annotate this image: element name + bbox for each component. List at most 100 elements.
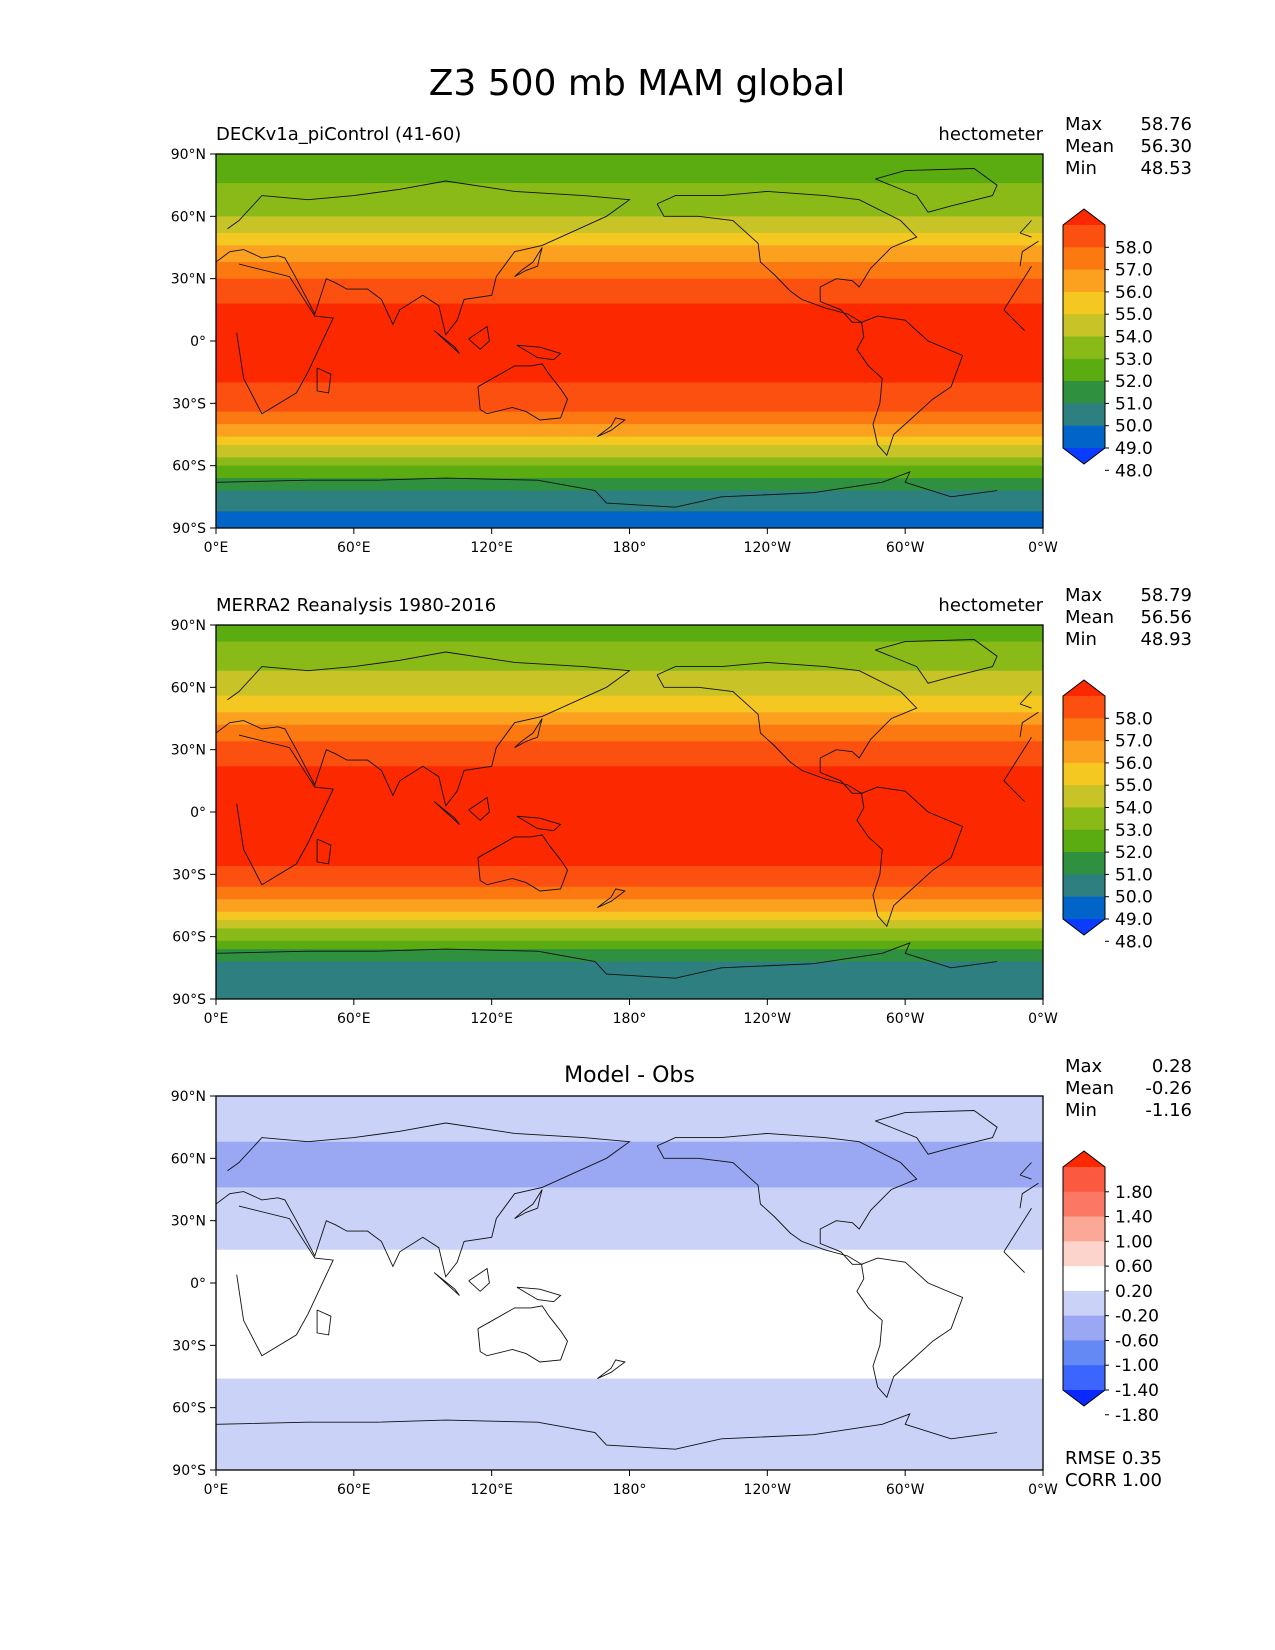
contour-band <box>216 982 1043 988</box>
colorbar-segment <box>1063 896 1105 920</box>
coastline <box>856 786 964 928</box>
map-panel: 90°N 60°N 30°N 0° 30°S 60°S 90°S 0°E 60°E 120°E 18… <box>171 585 1192 1027</box>
contour-band <box>216 494 1043 500</box>
colorbar-segment <box>1063 1340 1105 1366</box>
figure-title: Z3 500 mb MAM global <box>429 63 846 104</box>
panel-title: Model - Obs <box>564 1063 695 1088</box>
contour-band <box>216 712 1043 718</box>
contour-band <box>216 1436 1043 1442</box>
contour-band <box>216 911 1043 917</box>
coastline <box>216 471 998 508</box>
contour-band <box>216 1212 1043 1218</box>
contour-band <box>216 990 1043 996</box>
contour-band <box>216 1391 1043 1396</box>
contour-band <box>216 469 1043 475</box>
contour-band <box>216 1445 1043 1450</box>
colorbar-segment <box>1063 425 1105 449</box>
coastline <box>468 325 490 350</box>
coastline <box>477 363 569 421</box>
contour-band <box>216 1125 1043 1130</box>
stat-value-mean: -0.26 <box>1145 1078 1192 1099</box>
contour-band <box>216 857 1043 863</box>
contour-band <box>216 1228 1043 1234</box>
contour-band <box>216 1233 1043 1238</box>
stat-label-max: Max <box>1065 1056 1103 1077</box>
contour-band <box>216 703 1043 709</box>
contour-band <box>216 336 1043 342</box>
colorbar-segment <box>1063 718 1105 742</box>
contour-band <box>216 407 1043 413</box>
contour-band <box>216 1303 1043 1309</box>
lon-tick-label: 60°W <box>886 540 925 556</box>
contour-band <box>216 978 1043 983</box>
contour-band <box>216 1312 1043 1317</box>
contour-band <box>216 1204 1043 1209</box>
contour-band <box>216 1104 1043 1110</box>
colorbar-segment <box>1063 1167 1105 1193</box>
colorbar-tick-label: 55.0 <box>1115 305 1153 325</box>
colorbar: 58.0 57.056.055.0 54.053.052.051.0 50.049.0… <box>1062 208 1153 481</box>
contour-band <box>216 1287 1043 1292</box>
contour-band <box>216 216 1043 222</box>
contour-band <box>216 349 1043 355</box>
contour-band <box>216 1145 1043 1151</box>
contour-band <box>216 1262 1043 1267</box>
contour-band <box>216 861 1043 867</box>
contour-band <box>216 791 1043 796</box>
contour-band <box>216 907 1043 913</box>
contour-band <box>216 1258 1043 1263</box>
contour-band <box>216 1183 1043 1189</box>
colorbar-tick-label: 50.0 <box>1115 888 1153 908</box>
coastline <box>216 942 998 979</box>
contour-band <box>216 778 1043 784</box>
coastline <box>468 1267 490 1292</box>
coastline <box>856 1257 964 1399</box>
contour-band <box>216 915 1043 921</box>
units-label: hectometer <box>938 595 1043 616</box>
colorbar-extend-max <box>1063 680 1105 696</box>
contour-band <box>216 241 1043 247</box>
contour-band <box>216 1253 1043 1259</box>
stat-label-max: Max <box>1065 585 1103 606</box>
contour-band <box>216 245 1043 251</box>
contour-band <box>216 1208 1043 1213</box>
stat-value-max: 58.79 <box>1140 585 1192 606</box>
colorbar-tick-label: 49.0 <box>1115 439 1153 459</box>
contour-band <box>216 1428 1043 1434</box>
contour-band <box>216 1411 1043 1417</box>
contour-band <box>216 832 1043 838</box>
contour-band <box>216 957 1043 963</box>
colorbar-tick-label: 0.20 <box>1115 1282 1153 1302</box>
colorbar-tick-label: 57.0 <box>1115 261 1153 281</box>
lon-tick-label: 120°W <box>744 1482 792 1498</box>
panel-title: DECKv1a_piControl (41-60) <box>216 124 461 145</box>
colorbar-tick-label: 48.0 <box>1115 932 1153 952</box>
contour-band <box>216 341 1043 346</box>
colorbar-segment <box>1063 785 1105 808</box>
contour-band <box>216 1237 1043 1243</box>
units-label: hectometer <box>938 124 1043 145</box>
colorbar-tick-label: 0.60 <box>1115 1257 1153 1277</box>
contour-band <box>216 395 1043 400</box>
stat-label-mean: Mean <box>1065 136 1114 157</box>
coastline <box>516 815 562 832</box>
lon-tick-label: 120°W <box>744 540 792 556</box>
colorbar-tick-label: 56.0 <box>1115 754 1153 774</box>
contour-band <box>216 419 1043 425</box>
lon-tick-label: 0°E <box>204 1482 229 1498</box>
contour-band <box>216 1162 1043 1168</box>
lat-tick-label: 90°S <box>172 521 206 537</box>
colorbar-segment <box>1063 1241 1105 1267</box>
contour-band <box>216 257 1043 263</box>
coastline <box>433 1272 460 1296</box>
contour-band <box>216 523 1043 528</box>
contour-band <box>216 666 1043 672</box>
contour-band <box>216 770 1043 776</box>
contour-band <box>216 753 1043 759</box>
contour-band <box>216 486 1043 492</box>
contour-band <box>216 253 1043 259</box>
contour-band <box>216 637 1043 643</box>
contour-band <box>216 266 1043 271</box>
colorbar-segment <box>1063 740 1105 764</box>
colorbar-segment <box>1063 1191 1105 1218</box>
